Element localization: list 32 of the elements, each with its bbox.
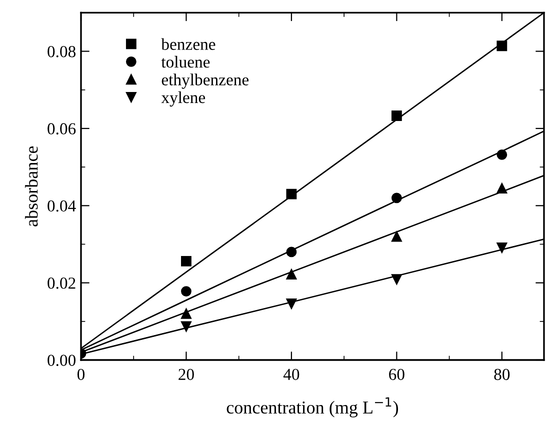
point [391,274,402,285]
point [181,321,192,332]
point [286,298,297,309]
point [391,110,402,121]
legend-label: ethylbenzene [162,74,249,89]
point [181,308,192,319]
x-tick-label: 80 [494,368,510,380]
point [391,192,402,204]
point [496,40,508,52]
x-tick-label: 40 [283,368,300,380]
legend-label: toluene [161,56,210,68]
y-tick-label: 0.06 [48,123,76,134]
x-tick-label: 20 [178,368,194,380]
x-axis-title: concentration (mg L$^{−1}$) [226,397,398,418]
y-axis-title: absorbance [25,146,38,226]
x-tick-label: 0 [77,368,85,380]
x-tick-label: 60 [389,368,404,380]
point [496,150,508,160]
point [286,269,297,280]
y-tick-label: 0.00 [48,354,76,366]
legend-label: benzene [161,38,216,50]
point [496,183,508,194]
point [496,242,508,253]
point [286,246,297,258]
y-tick-label: 0.04 [48,200,76,212]
point [286,188,297,200]
point [391,231,402,242]
legend-label: xylene [161,91,206,107]
point [181,256,192,266]
point [181,286,192,297]
y-tick-label: 0.08 [48,46,76,58]
y-tick-label: 0.02 [48,278,76,289]
